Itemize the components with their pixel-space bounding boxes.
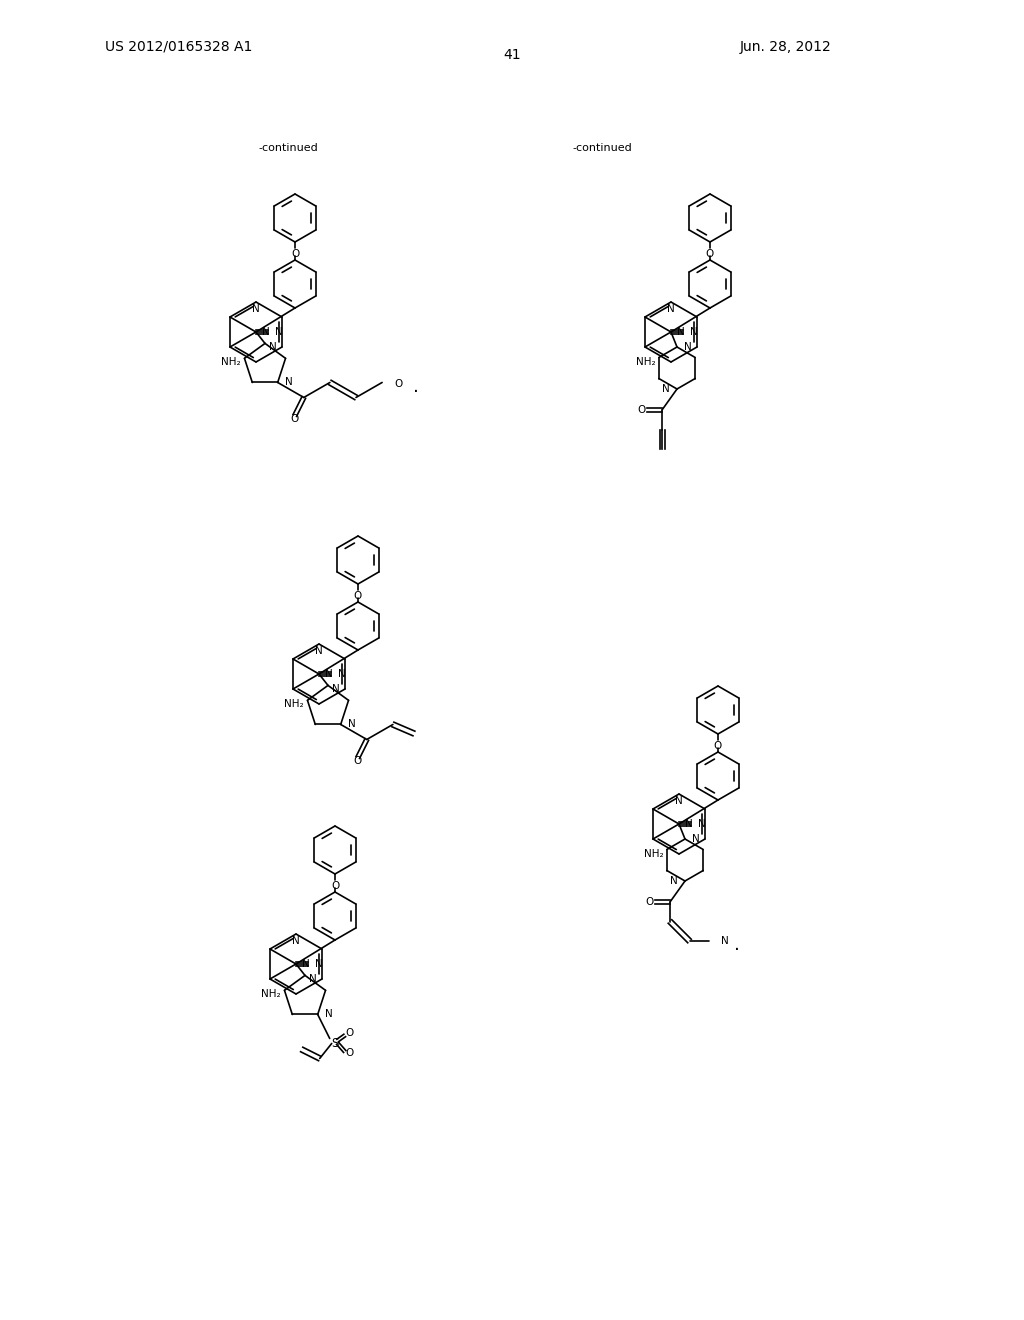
Text: O: O [645,898,653,907]
Text: N: N [325,1010,333,1019]
Text: N: N [677,327,685,337]
Text: N: N [315,645,323,656]
Text: NH₂: NH₂ [285,700,304,709]
Text: N: N [332,684,340,694]
Text: O: O [394,379,402,389]
Text: O: O [291,249,299,259]
Text: O: O [637,405,645,414]
Text: US 2012/0165328 A1: US 2012/0165328 A1 [105,40,252,54]
Text: N: N [690,327,697,337]
Text: NH₂: NH₂ [636,356,656,367]
Text: N: N [262,327,269,337]
Text: O: O [714,741,722,751]
Text: O: O [345,1048,354,1059]
Text: O: O [353,756,361,767]
Text: O: O [291,414,299,425]
Text: N: N [309,974,317,983]
Text: N: N [721,936,729,946]
Text: N: N [275,327,283,337]
Text: N: N [667,304,675,314]
Text: N: N [698,818,706,829]
Text: -continued: -continued [572,143,632,153]
Text: N: N [292,936,300,946]
Text: N: N [285,378,293,388]
Text: N: N [348,719,355,730]
Text: NH₂: NH₂ [644,849,664,859]
Text: .: . [734,936,740,954]
Text: Jun. 28, 2012: Jun. 28, 2012 [740,40,831,54]
Text: N: N [675,796,683,807]
Text: N: N [685,818,693,829]
Text: NH₂: NH₂ [261,989,281,999]
Text: N: N [325,669,333,678]
Text: N: N [315,960,323,969]
Text: 41: 41 [503,48,521,62]
Text: -continued: -continued [258,143,317,153]
Text: N: N [338,669,346,678]
Text: O: O [706,249,714,259]
Text: N: N [692,834,700,843]
Text: N: N [252,304,260,314]
Text: NH₂: NH₂ [221,356,241,367]
Text: N: N [684,342,692,352]
Text: N: N [663,384,670,393]
Text: O: O [345,1028,354,1039]
Text: O: O [354,591,362,601]
Text: O: O [331,880,339,891]
Text: S: S [331,1038,338,1049]
Text: N: N [269,342,276,352]
Text: N: N [302,960,309,969]
Text: N: N [671,876,678,886]
Text: .: . [413,378,419,396]
